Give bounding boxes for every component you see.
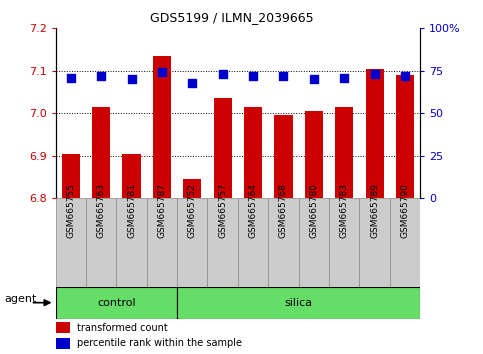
Bar [329, 198, 359, 287]
Bar [268, 198, 298, 287]
Point [188, 80, 196, 86]
Bar [183, 179, 201, 198]
Bar [56, 198, 86, 287]
Text: transformed count: transformed count [77, 322, 168, 332]
Bar [238, 198, 268, 287]
Bar [177, 198, 208, 287]
Point [341, 75, 348, 80]
Text: percentile rank within the sample: percentile rank within the sample [77, 338, 242, 348]
Bar [396, 75, 414, 198]
Point [401, 73, 409, 79]
Bar [366, 69, 384, 198]
Bar [213, 98, 232, 198]
Text: GSM665763: GSM665763 [97, 183, 106, 238]
Text: GSM665789: GSM665789 [370, 183, 379, 238]
Point [219, 72, 227, 77]
Bar [92, 107, 110, 198]
Bar [298, 198, 329, 287]
Bar [153, 56, 171, 198]
Text: silica: silica [284, 298, 313, 308]
Text: GSM665783: GSM665783 [340, 183, 349, 238]
Bar [177, 287, 420, 319]
Point [97, 73, 105, 79]
Bar [244, 107, 262, 198]
Text: GSM665768: GSM665768 [279, 183, 288, 238]
Point [280, 73, 287, 79]
Text: GSM665764: GSM665764 [249, 183, 257, 238]
Text: GSM665780: GSM665780 [309, 183, 318, 238]
Bar [62, 154, 80, 198]
Text: GSM665787: GSM665787 [157, 183, 167, 238]
Point [158, 70, 166, 75]
Bar [305, 111, 323, 198]
Text: GSM665790: GSM665790 [400, 183, 410, 238]
Point [128, 76, 135, 82]
Text: GDS5199 / ILMN_2039665: GDS5199 / ILMN_2039665 [150, 11, 313, 24]
Point [310, 76, 318, 82]
Text: GSM665781: GSM665781 [127, 183, 136, 238]
Bar [86, 198, 116, 287]
Text: control: control [97, 298, 136, 308]
Text: GSM665757: GSM665757 [218, 183, 227, 238]
Point [371, 72, 379, 77]
Bar [147, 198, 177, 287]
Text: agent: agent [5, 294, 37, 304]
Bar [56, 338, 70, 349]
Bar [390, 198, 420, 287]
Text: GSM665755: GSM665755 [66, 183, 75, 238]
Bar [122, 154, 141, 198]
Bar [56, 287, 177, 319]
Bar [335, 107, 354, 198]
Bar [56, 322, 70, 333]
Point [249, 73, 257, 79]
Bar [359, 198, 390, 287]
Bar [116, 198, 147, 287]
Bar [208, 198, 238, 287]
Point [67, 75, 74, 80]
Bar [274, 115, 293, 198]
Text: GSM665752: GSM665752 [188, 183, 197, 238]
